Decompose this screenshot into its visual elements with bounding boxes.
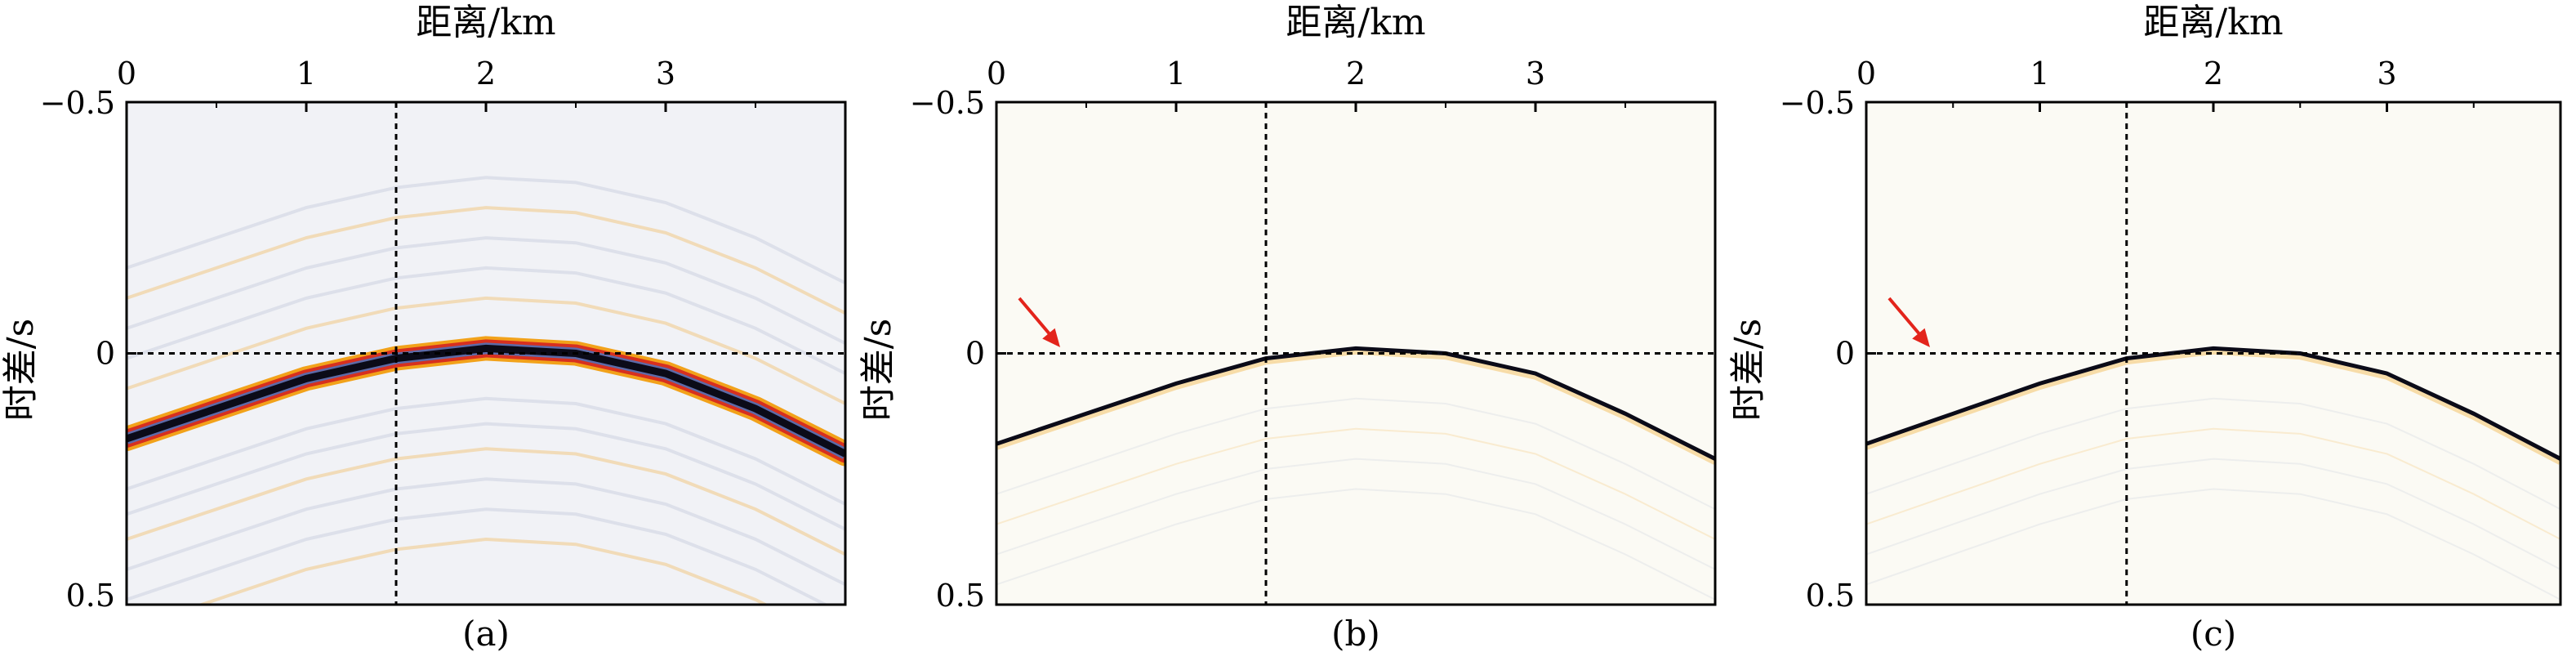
x-axis-title: 距离/km [2143,2,2283,43]
y-tick-label: 0 [96,336,115,372]
noise-arc [127,206,845,315]
x-tick-label: 3 [656,56,675,92]
event-core [996,346,1715,461]
noise-arc [127,507,830,605]
y-tick-label: 0 [965,336,985,372]
noise-arc [996,458,1715,570]
noise-arc [127,447,845,556]
panel-label: (a) [462,614,510,654]
y-tick-label: 0.5 [1806,578,1855,614]
event-core [1866,346,2560,461]
y-tick-label: 0 [1835,336,1855,372]
noise-arc [127,422,845,531]
y-axis-title: 时差/s [858,319,899,421]
noise-arc [996,488,1715,601]
y-tick-label: 0.5 [66,578,115,614]
arrow-annotation [1018,297,1060,347]
x-tick-label: 2 [1346,56,1366,92]
noise-arc [1866,397,2560,511]
event-lobe [996,346,1715,465]
noise-arc [127,266,845,375]
noise-arc [127,176,845,285]
x-tick-label: 2 [476,56,496,92]
x-tick-label: 1 [2030,56,2049,92]
noise-arc [996,397,1715,511]
y-tick-label: −0.5 [40,85,115,121]
x-tick-label: 0 [117,56,136,92]
x-axis-title: 距离/km [416,2,555,43]
x-tick-label: 1 [1166,56,1186,92]
y-axis-title: 时差/s [0,319,42,421]
noise-arc [1866,458,2560,570]
noise-arc [127,396,845,506]
y-tick-label: 0.5 [936,578,985,614]
y-tick-label: −0.5 [910,85,985,121]
x-tick-label: 3 [1526,56,1545,92]
x-tick-label: 0 [1856,56,1876,92]
x-tick-label: 1 [296,56,316,92]
noise-arc [127,477,845,587]
noise-arc [1866,427,2560,540]
noise-arc [127,296,845,405]
noise-arc [196,537,769,605]
panel-label: (b) [1331,614,1380,654]
x-tick-label: 2 [2204,56,2223,92]
event-core [127,344,845,458]
y-tick-label: −0.5 [1780,85,1855,121]
y-axis-title: 时差/s [1727,319,1769,421]
event-lobe [1866,346,2560,465]
x-tick-label: 0 [987,56,1006,92]
x-axis-title: 距离/km [1286,2,1425,43]
noise-arc [996,427,1715,540]
noise-arc [127,236,845,345]
panel-label: (c) [2190,614,2236,654]
x-tick-label: 3 [2377,56,2396,92]
noise-arc [1866,488,2560,601]
arrow-annotation [1887,297,1930,347]
